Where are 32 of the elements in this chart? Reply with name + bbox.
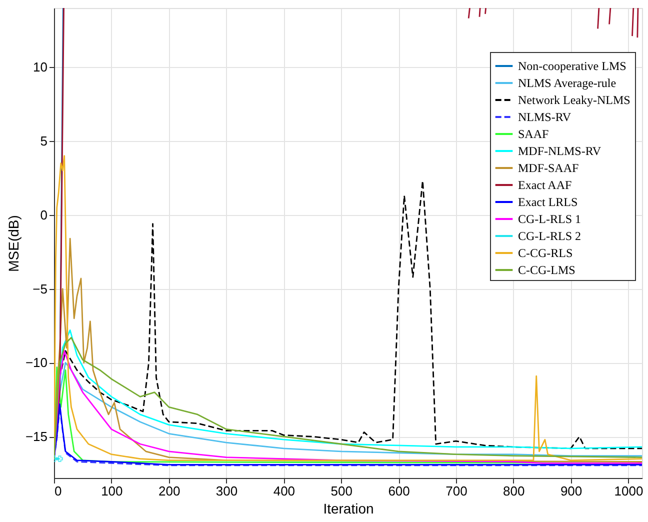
legend-label: MDF-NLMS-RV [518, 144, 602, 158]
legend-label: Exact LRLS [518, 195, 578, 209]
legend-label: SAAF [518, 127, 550, 141]
x-tick-label: 300 [216, 484, 238, 498]
legend-label: NLMS Average-rule [518, 76, 616, 90]
legend-label: Non-cooperative LMS [518, 59, 626, 73]
x-tick-label: 500 [330, 484, 352, 498]
legend-label: C-CG-RLS [518, 246, 573, 260]
x-tick-label: 0 [54, 484, 62, 498]
legend-label: NLMS-RV [518, 110, 572, 124]
x-tick-label: 900 [560, 484, 582, 498]
legend-label: C-CG-LMS [518, 263, 576, 277]
y-tick-label: 10 [33, 60, 48, 75]
y-tick-label: −5 [32, 281, 48, 296]
y-tick-label: −10 [25, 355, 48, 370]
legend-label: Network Leaky-NLMS [518, 93, 630, 107]
y-tick-label: 0 [40, 207, 48, 222]
x-tick-label: 200 [158, 484, 180, 498]
x-tick-label: 600 [388, 484, 410, 498]
legend-label: Exact AAF [518, 178, 572, 192]
x-axis-title: Iteration [323, 500, 374, 516]
x-tick-label: 700 [446, 484, 468, 498]
x-tick-label: 1000 [614, 484, 644, 498]
x-tick-label: 100 [101, 484, 123, 498]
legend-label: CG-L-RLS 1 [518, 212, 581, 226]
y-tick-label: 5 [40, 134, 48, 149]
x-tick-label: 400 [273, 484, 296, 498]
legend-label: MDF-SAAF [518, 161, 580, 175]
x-tick-label: 800 [503, 484, 525, 498]
y-axis-title: MSE(dB) [5, 215, 22, 272]
y-tick-label: −15 [25, 429, 48, 444]
legend-label: CG-L-RLS 2 [518, 229, 581, 243]
